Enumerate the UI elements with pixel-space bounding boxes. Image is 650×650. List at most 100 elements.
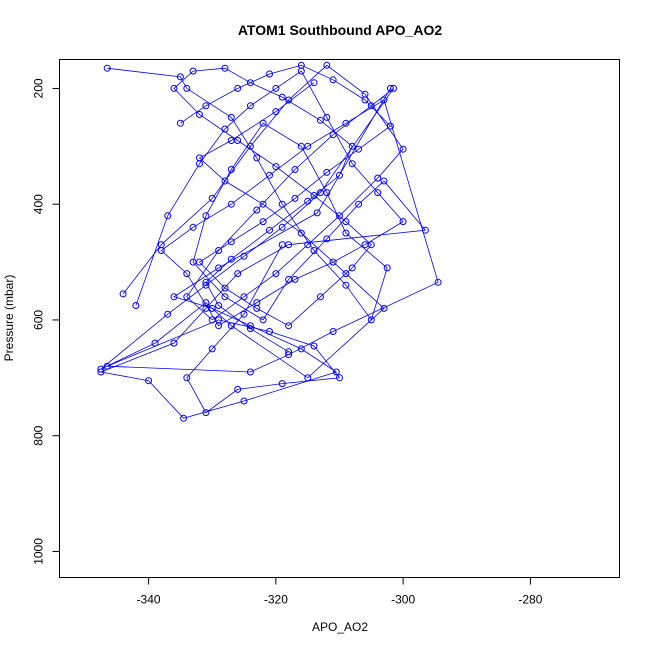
data-point bbox=[246, 79, 254, 87]
data-point bbox=[221, 64, 229, 72]
data-point bbox=[383, 264, 391, 272]
data-point bbox=[355, 145, 363, 153]
data-point bbox=[291, 166, 299, 173]
data-point bbox=[272, 163, 280, 171]
data-point bbox=[180, 414, 188, 422]
data-point bbox=[272, 108, 280, 116]
data-point bbox=[183, 270, 191, 278]
data-point bbox=[234, 137, 242, 144]
data-point bbox=[399, 218, 407, 226]
data-point bbox=[227, 113, 235, 121]
data-point bbox=[278, 380, 286, 388]
data-point bbox=[202, 102, 210, 110]
series-line-3 bbox=[107, 70, 439, 414]
data-point bbox=[297, 61, 305, 69]
data-point bbox=[196, 258, 203, 266]
data-point bbox=[215, 316, 223, 324]
data-point bbox=[316, 293, 324, 301]
data-point bbox=[323, 113, 331, 121]
data-point bbox=[297, 345, 305, 353]
data-layer bbox=[97, 61, 442, 422]
data-point bbox=[196, 160, 203, 168]
data-point bbox=[297, 229, 305, 237]
data-point bbox=[253, 304, 261, 312]
data-point bbox=[266, 171, 273, 179]
data-point bbox=[285, 96, 293, 104]
data-point bbox=[221, 177, 229, 185]
data-point bbox=[323, 61, 331, 69]
data-point bbox=[310, 79, 318, 87]
data-point bbox=[97, 365, 105, 373]
data-point bbox=[202, 278, 210, 286]
data-point bbox=[386, 122, 394, 130]
data-point bbox=[170, 84, 178, 92]
data-point bbox=[208, 194, 216, 202]
data-point bbox=[323, 235, 331, 243]
data-point bbox=[291, 194, 299, 202]
data-point bbox=[316, 116, 324, 124]
data-point bbox=[399, 145, 407, 153]
data-point bbox=[240, 397, 248, 405]
data-point bbox=[215, 247, 223, 254]
data-point bbox=[208, 304, 216, 312]
data-point bbox=[336, 212, 343, 220]
data-point bbox=[240, 252, 248, 260]
data-point bbox=[313, 209, 321, 217]
y-tick-label: 800 bbox=[32, 425, 46, 445]
data-point bbox=[259, 200, 267, 208]
x-tick-label: -340 bbox=[137, 593, 161, 607]
data-point bbox=[380, 177, 388, 185]
data-point bbox=[170, 339, 178, 347]
data-point bbox=[221, 284, 229, 292]
data-point bbox=[246, 102, 254, 110]
data-point bbox=[355, 200, 363, 208]
data-point bbox=[132, 302, 140, 309]
data-point bbox=[342, 229, 350, 237]
data-point bbox=[164, 310, 172, 318]
y-axis-label: Pressure (mbar) bbox=[2, 275, 16, 362]
data-point bbox=[246, 368, 254, 376]
data-point bbox=[183, 374, 191, 382]
data-point bbox=[272, 270, 280, 278]
data-point bbox=[278, 241, 286, 249]
data-point bbox=[240, 310, 248, 318]
data-point bbox=[329, 76, 337, 84]
y-tick-label: 400 bbox=[32, 194, 46, 214]
data-point bbox=[329, 328, 337, 335]
data-point bbox=[278, 200, 286, 208]
data-point bbox=[227, 238, 235, 246]
data-point bbox=[234, 385, 242, 393]
x-tick-label: -320 bbox=[264, 593, 288, 607]
data-point bbox=[189, 223, 197, 231]
data-point bbox=[189, 67, 197, 75]
data-point bbox=[323, 168, 331, 176]
data-point bbox=[291, 275, 299, 283]
data-point bbox=[367, 316, 375, 324]
data-point bbox=[202, 212, 210, 220]
data-point bbox=[183, 84, 191, 92]
data-point bbox=[380, 304, 388, 312]
data-point bbox=[266, 70, 273, 78]
data-point bbox=[234, 270, 242, 278]
data-point bbox=[342, 119, 350, 127]
data-point bbox=[259, 218, 267, 226]
data-point bbox=[176, 119, 184, 127]
x-tick-label: -280 bbox=[518, 593, 542, 607]
data-point bbox=[304, 241, 312, 249]
data-point bbox=[361, 96, 369, 104]
data-point bbox=[253, 206, 261, 214]
data-point bbox=[348, 264, 356, 272]
data-point bbox=[266, 328, 273, 335]
data-point bbox=[310, 192, 318, 199]
data-point bbox=[374, 174, 382, 182]
x-tick-label: -300 bbox=[391, 593, 415, 607]
data-point bbox=[329, 258, 337, 266]
plot-frame bbox=[59, 59, 620, 578]
data-point bbox=[272, 84, 280, 92]
data-point bbox=[215, 302, 223, 309]
data-point bbox=[342, 270, 350, 278]
data-point bbox=[253, 154, 261, 162]
data-point bbox=[348, 142, 356, 150]
data-point bbox=[227, 255, 235, 263]
